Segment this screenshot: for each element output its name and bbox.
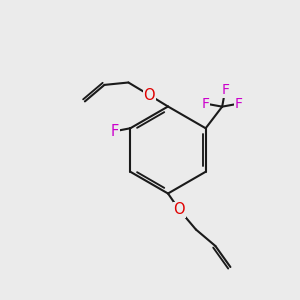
Text: O: O [144, 88, 155, 103]
Text: F: F [221, 83, 229, 97]
Text: F: F [235, 97, 243, 111]
Text: F: F [111, 124, 119, 139]
Text: O: O [174, 202, 185, 217]
Text: F: F [202, 97, 210, 111]
